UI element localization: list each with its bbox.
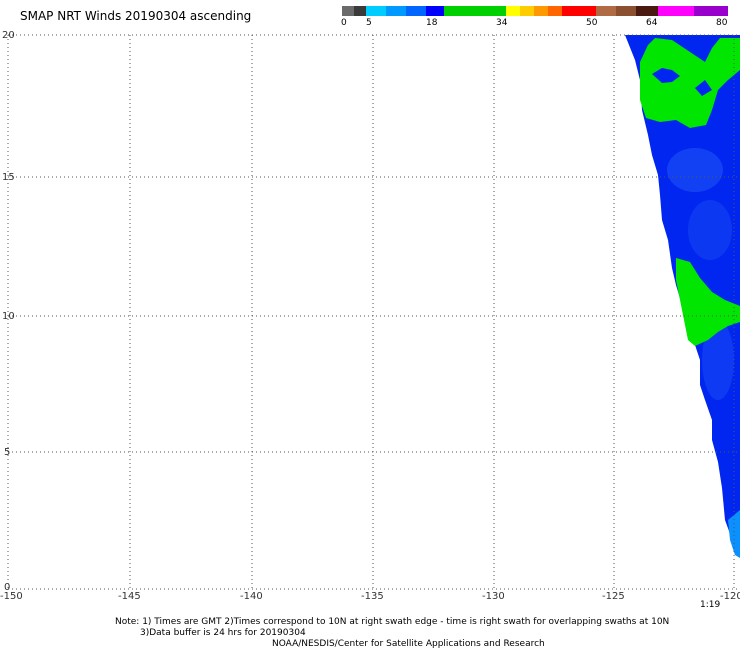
footnote-line: Note: 1) Times are GMT 2)Times correspon… xyxy=(115,617,670,627)
wind-swath-green xyxy=(676,258,740,346)
wind-swath-blue-light xyxy=(702,320,734,400)
y-tick-label: 20 xyxy=(2,30,15,41)
x-tick-label: -140 xyxy=(240,591,263,602)
legend-tick: 0 xyxy=(341,18,347,28)
wind-swath-blue-hole xyxy=(695,80,712,96)
footnote-line: 3)Data buffer is 24 hrs for 20190304 xyxy=(140,628,306,638)
footnote: Note: 1) Times are GMT 2)Times correspon… xyxy=(0,617,740,650)
legend-tick: 5 xyxy=(366,18,372,28)
y-tick-label: 15 xyxy=(2,172,15,183)
swath-time-label: 1:19 xyxy=(700,600,721,610)
y-tick-label: 5 xyxy=(4,447,10,458)
legend-ticks: 0 5 18 34 50 64 80 xyxy=(341,16,740,28)
x-tick-label: -130 xyxy=(482,591,505,602)
y-tick-label: 0 xyxy=(4,582,10,593)
legend-tick: 50 xyxy=(586,18,598,28)
legend-color-bar xyxy=(342,6,728,16)
wind-swath-cyan xyxy=(728,510,740,558)
legend-tick: 34 xyxy=(496,18,508,28)
x-tick-label: -150 xyxy=(0,591,23,602)
map-grid xyxy=(7,34,740,590)
y-tick-label: 10 xyxy=(2,311,15,322)
x-tick-label: -125 xyxy=(602,591,625,602)
map-title: SMAP NRT Winds 20190304 ascending xyxy=(20,9,252,23)
wind-swath-blue-light xyxy=(667,148,723,192)
x-tick-label: -135 xyxy=(361,591,384,602)
legend-tick: 64 xyxy=(646,18,658,28)
wind-speed-legend: 0 5 18 34 50 64 80 xyxy=(341,6,740,28)
wind-swath-blue-light xyxy=(688,200,732,260)
legend-tick: 80 xyxy=(716,18,728,28)
x-tick-label: -145 xyxy=(118,591,141,602)
wind-swath-blue-hole xyxy=(652,68,680,83)
wind-swath-green xyxy=(640,38,740,128)
legend-tick: 18 xyxy=(426,18,438,28)
footnote-credit: NOAA/NESDIS/Center for Satellite Applica… xyxy=(272,639,545,649)
x-tick-label: -120 xyxy=(720,591,740,602)
